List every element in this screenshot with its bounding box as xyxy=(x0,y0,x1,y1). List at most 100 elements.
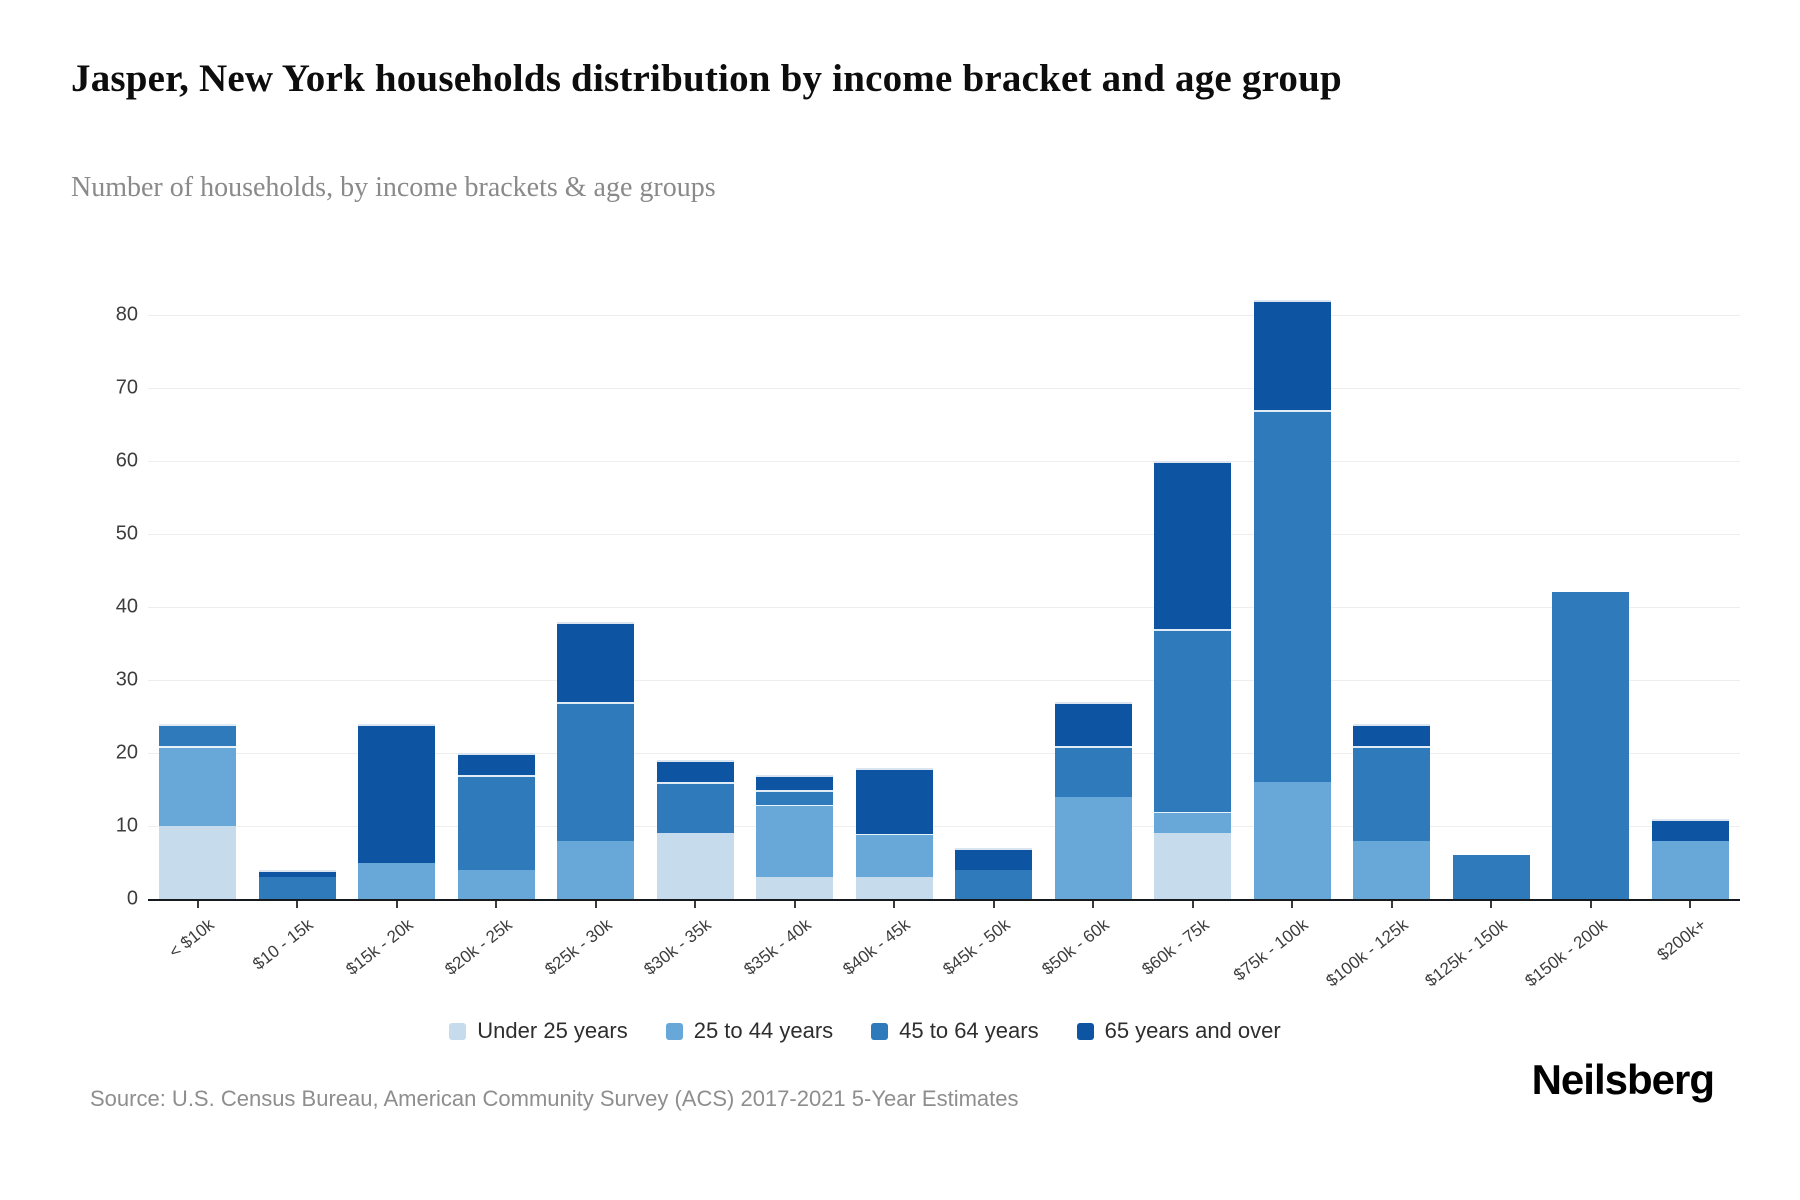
y-axis-label-40: 40 xyxy=(115,595,138,618)
x-axis-label: $150k - 200k xyxy=(1521,915,1611,991)
gridline-40 xyxy=(148,607,1740,608)
bar-4-segment xyxy=(557,841,634,899)
bar-3-segment xyxy=(458,870,535,899)
x-axis-tick xyxy=(1391,901,1393,908)
gridline-30 xyxy=(148,680,1740,681)
x-axis-tick xyxy=(1490,901,1492,908)
bar-2-segment xyxy=(358,863,435,900)
x-axis-line xyxy=(148,899,1740,901)
bar-12-segment xyxy=(1353,746,1430,841)
y-axis-label-80: 80 xyxy=(115,303,138,326)
bar-12-segment xyxy=(1353,841,1430,899)
bar-4-segment xyxy=(557,622,634,702)
x-axis-label: $35k - 40k xyxy=(740,915,815,979)
x-axis-tick xyxy=(893,901,895,908)
legend-swatch xyxy=(871,1022,889,1040)
legend-label: Under 25 years xyxy=(477,1018,628,1043)
bar-10-segment xyxy=(1154,811,1231,833)
x-axis-label: $30k - 35k xyxy=(640,915,715,979)
bar-0-segment xyxy=(159,826,236,899)
bar-6-segment xyxy=(756,804,833,877)
bar-8-segment xyxy=(955,848,1032,870)
bar-7-segment xyxy=(856,768,933,834)
x-axis-tick xyxy=(1590,901,1592,908)
x-axis-label: $75k - 100k xyxy=(1230,915,1312,985)
x-axis-tick xyxy=(1092,901,1094,908)
bar-9-segment xyxy=(1055,797,1132,899)
bar-15-segment xyxy=(1652,841,1729,899)
x-axis-label: $60k - 75k xyxy=(1138,915,1213,979)
bar-3-segment xyxy=(458,775,535,870)
bar-10-segment xyxy=(1154,461,1231,629)
x-axis-label: $20k - 25k xyxy=(441,915,516,979)
y-axis-label-50: 50 xyxy=(115,522,138,545)
source-note: Source: U.S. Census Bureau, American Com… xyxy=(90,1086,1019,1111)
legend-swatch xyxy=(665,1022,683,1040)
y-axis-label-30: 30 xyxy=(115,668,138,691)
bar-8-segment xyxy=(955,870,1032,899)
gridline-60 xyxy=(148,461,1740,462)
chart-title: Jasper, New York households distribution… xyxy=(71,57,1342,100)
y-axis-label-70: 70 xyxy=(115,376,138,399)
legend-label: 65 years and over xyxy=(1104,1018,1281,1043)
x-axis-tick xyxy=(1689,901,1691,908)
y-axis-label-20: 20 xyxy=(115,741,138,764)
x-axis-label: $45k - 50k xyxy=(939,915,1014,979)
bar-9-segment xyxy=(1055,746,1132,797)
y-axis-label-60: 60 xyxy=(115,449,138,472)
bar-6-segment xyxy=(756,790,833,805)
bar-0-segment xyxy=(159,746,236,826)
bar-6-segment xyxy=(756,877,833,899)
bar-6-segment xyxy=(756,775,833,790)
gridline-20 xyxy=(148,753,1740,754)
y-axis-label-10: 10 xyxy=(115,814,138,837)
x-axis-tick xyxy=(993,901,995,908)
bar-0-segment xyxy=(159,724,236,746)
bar-2-segment xyxy=(358,724,435,863)
chart-legend: Under 25 years 25 to 44 years 45 to 64 yea… xyxy=(0,1018,1730,1044)
bar-5-segment xyxy=(657,782,734,833)
bar-12-segment xyxy=(1353,724,1430,746)
bar-14-segment xyxy=(1552,592,1629,899)
legend-swatch xyxy=(449,1022,467,1040)
gridline-50 xyxy=(148,534,1740,535)
x-axis-label: $50k - 60k xyxy=(1038,915,1113,979)
x-axis-tick xyxy=(1192,901,1194,908)
bar-5-segment xyxy=(657,833,734,899)
bar-3-segment xyxy=(458,753,535,775)
x-axis-label: < $10k xyxy=(165,915,218,962)
legend-item: 45 to 64 years xyxy=(871,1018,1039,1044)
bar-1-segment xyxy=(259,870,336,877)
bar-7-segment xyxy=(856,833,933,877)
x-axis-label: $25k - 30k xyxy=(541,915,616,979)
legend-item: Under 25 years xyxy=(449,1018,628,1044)
bar-4-segment xyxy=(557,702,634,841)
bar-10-segment xyxy=(1154,833,1231,899)
bar-11-segment xyxy=(1254,410,1331,782)
x-axis-tick xyxy=(197,901,199,908)
legend-label: 45 to 64 years xyxy=(899,1018,1039,1043)
gridline-70 xyxy=(148,388,1740,389)
x-axis-label: $125k - 150k xyxy=(1421,915,1511,991)
x-axis-tick xyxy=(296,901,298,908)
x-axis-tick xyxy=(396,901,398,908)
x-axis-label: $100k - 125k xyxy=(1322,915,1412,991)
x-axis-label: $15k - 20k xyxy=(342,915,417,979)
x-axis-label: $40k - 45k xyxy=(839,915,914,979)
bar-10-segment xyxy=(1154,629,1231,812)
bar-13-segment xyxy=(1453,855,1530,899)
bar-7-segment xyxy=(856,877,933,899)
legend-swatch xyxy=(1076,1022,1094,1040)
y-axis-label-0: 0 xyxy=(126,887,138,910)
bar-1-segment xyxy=(259,877,336,899)
x-axis-tick xyxy=(495,901,497,908)
gridline-10 xyxy=(148,826,1740,827)
x-axis-label: $10 - 15k xyxy=(249,915,317,974)
x-axis-label: $200k+ xyxy=(1653,915,1710,965)
x-axis-tick xyxy=(595,901,597,908)
neilsberg-logo: Neilsberg xyxy=(1531,1056,1715,1103)
x-axis-tick xyxy=(794,901,796,908)
chart-subtitle: Number of households, by income brackets… xyxy=(71,172,716,203)
legend-label: 25 to 44 years xyxy=(693,1018,834,1043)
bar-5-segment xyxy=(657,760,734,782)
